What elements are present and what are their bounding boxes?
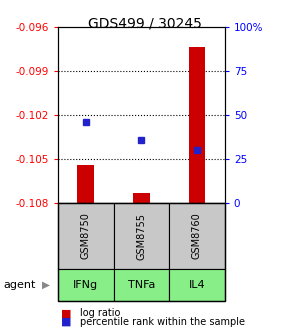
Text: ■: ■	[61, 317, 71, 327]
Bar	[188, 47, 205, 203]
Text: GSM8750: GSM8750	[81, 213, 91, 259]
Text: percentile rank within the sample: percentile rank within the sample	[80, 317, 245, 327]
Text: agent: agent	[3, 280, 35, 290]
Text: TNFa: TNFa	[128, 280, 155, 290]
Text: log ratio: log ratio	[80, 308, 120, 318]
Text: GSM8755: GSM8755	[136, 213, 146, 259]
Text: IFNg: IFNg	[73, 280, 98, 290]
Text: GSM8760: GSM8760	[192, 213, 202, 259]
Bar	[133, 193, 150, 203]
Text: ■: ■	[61, 308, 71, 318]
Text: GDS499 / 30245: GDS499 / 30245	[88, 17, 202, 31]
Text: IL4: IL4	[189, 280, 205, 290]
Text: ▶: ▶	[42, 280, 50, 290]
Bar	[77, 165, 94, 203]
